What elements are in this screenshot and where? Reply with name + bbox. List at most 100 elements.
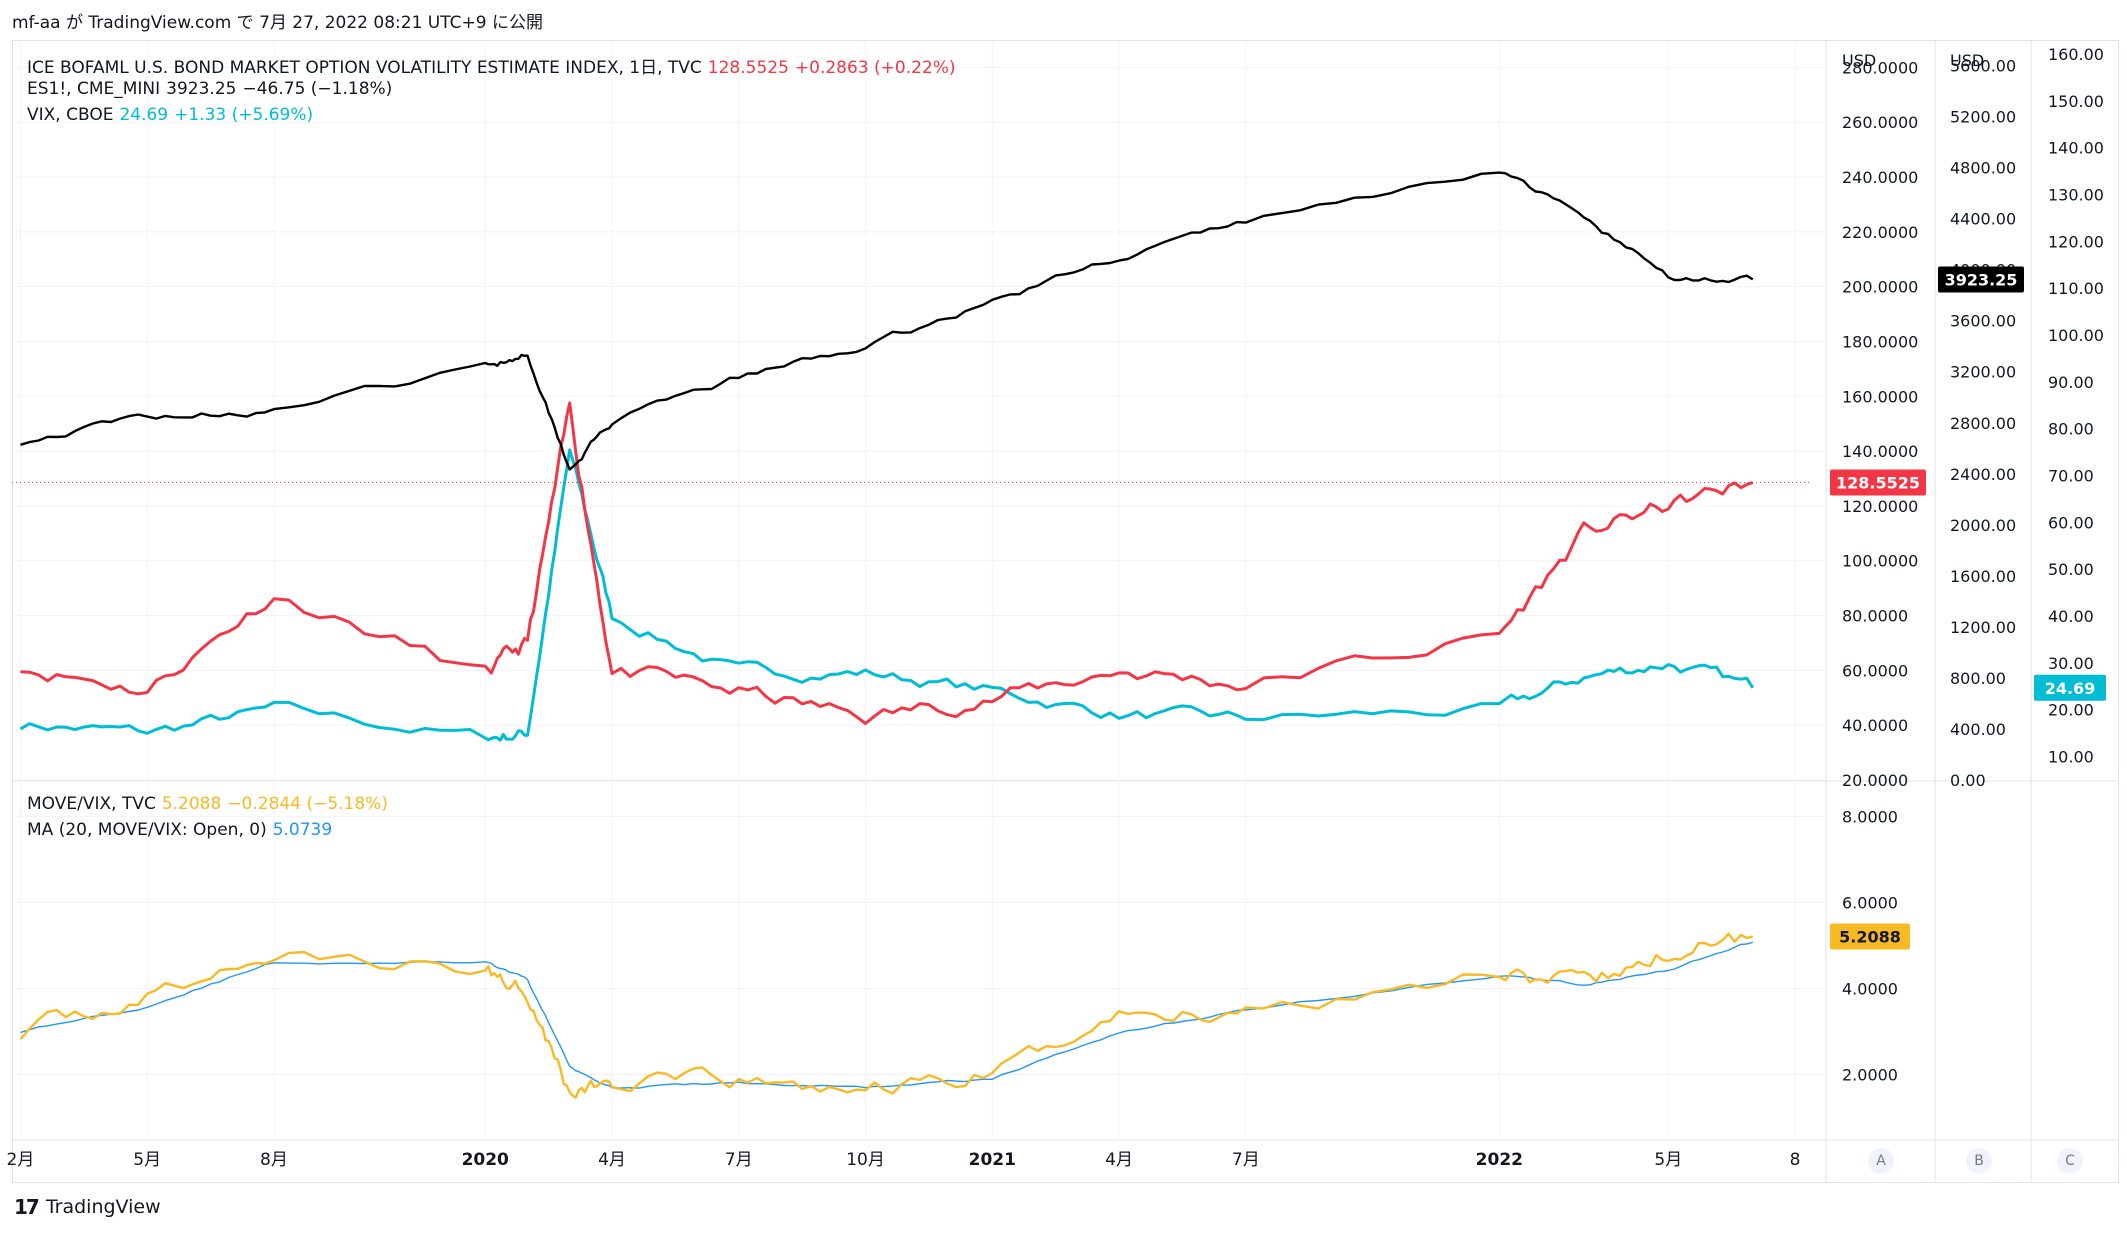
es-last-label-text: 3923.25 xyxy=(1945,270,2018,289)
legend-es-value: 3923.25 xyxy=(166,79,237,99)
scale-c-tick-label: 90.00 xyxy=(2048,373,2094,392)
price-scales: 280.0000 260.0000 240.0000 220.0000 200.0000… xyxy=(1842,45,2104,1084)
es-last-label: 3923.25 xyxy=(1938,266,2024,293)
vix-last-label-text: 24.69 xyxy=(2045,679,2096,698)
scale-c-tick-label: 140.00 xyxy=(2048,139,2104,158)
vix-last-label-bg xyxy=(2034,674,2106,701)
legend-es-change: −46.75 (−1.18%) xyxy=(242,79,393,99)
legend-move[interactable]: ICE BOFAML U.S. BOND MARKET OPTION VOLAT… xyxy=(27,53,962,78)
lower-scale-tick-label: 8.0000 xyxy=(1842,807,1898,826)
scale-c-tick-label: 30.00 xyxy=(2048,654,2094,673)
scale-c-tick-label: 40.00 xyxy=(2048,607,2094,626)
scale-b-tick-label: 5600.00 xyxy=(1950,57,2016,76)
scale-c-tick-label: 110.00 xyxy=(2048,279,2104,298)
scale-a-unit: USD xyxy=(1842,51,1877,70)
lower-scale-tick-label: 4.0000 xyxy=(1842,979,1898,998)
move-last-label-text: 128.5525 xyxy=(1836,473,1920,492)
lower-scale-tick-label: 6.0000 xyxy=(1842,893,1898,912)
move-last-label: 128.5525 xyxy=(1830,469,1926,496)
last-value-labels: 128.5525 3923.25 24.69 5.2088 xyxy=(1830,266,2106,950)
grid-lines xyxy=(12,40,1826,1139)
scale-b-tick-label: 3200.00 xyxy=(1950,363,2016,382)
time-tick-label: 5月 xyxy=(1654,1150,1682,1170)
series-lines xyxy=(12,171,1812,1099)
footer-brand: TradingView xyxy=(45,1196,161,1218)
legend-move-change: +0.2863 (+0.22%) xyxy=(794,58,956,78)
legend-ratio-value: 5.2088 xyxy=(161,794,222,814)
scale-a-tick-label: 100.0000 xyxy=(1842,552,1918,571)
time-tick-label: 7月 xyxy=(725,1150,753,1170)
time-tick-label: 2020 xyxy=(462,1150,509,1170)
legend-ratio[interactable]: MOVE/VIX, TVC 5.2088 −0.2844 (−5.18%) xyxy=(27,794,394,814)
scale-b-tick-label: 3600.00 xyxy=(1950,312,2016,331)
scale-b-unit: USD xyxy=(1950,51,1985,70)
scale-b-button[interactable]: B xyxy=(1966,1148,1992,1174)
es-last-label-bg xyxy=(1938,266,2024,293)
legend-move-value: 128.5525 xyxy=(707,58,789,78)
time-tick-label: 8 xyxy=(1790,1150,1801,1170)
scale-a-tick-label: 60.0000 xyxy=(1842,661,1908,680)
move-last-label-bg xyxy=(1830,469,1926,496)
scale-a-tick-label: 40.0000 xyxy=(1842,716,1908,735)
time-tick-label: 2021 xyxy=(969,1150,1016,1170)
scale-b-tick-label: 2000.00 xyxy=(1950,516,2016,535)
scale-b-tick-label: 0.00 xyxy=(1950,771,1986,790)
legend-vix-value: 24.69 xyxy=(119,105,169,125)
legend-ma-value: 5.0739 xyxy=(272,820,333,840)
scale-a-tick-label: 80.0000 xyxy=(1842,607,1908,626)
publish-info: mf-aa が TradingView.com で 7月 27, 2022 08… xyxy=(12,13,543,33)
vix-series-line xyxy=(19,448,1755,742)
chart-frame xyxy=(12,40,2119,1183)
ratio-last-label-text: 5.2088 xyxy=(1839,927,1901,946)
es-series-line xyxy=(20,171,1754,471)
scale-a-tick-label: 240.0000 xyxy=(1842,168,1918,187)
scale-a-tick-label: 120.0000 xyxy=(1842,497,1918,516)
scale-b-tick-label: 1600.00 xyxy=(1950,567,2016,586)
time-tick-label: 4月 xyxy=(1105,1150,1133,1170)
ratio-series-line xyxy=(19,932,1754,1099)
footer-logo[interactable]: 17 TradingView xyxy=(14,1195,161,1219)
legend-ratio-name: MOVE/VIX, TVC xyxy=(27,794,156,814)
time-tick-label: 2022 xyxy=(1476,1150,1523,1170)
scale-b-tick-label: 400.00 xyxy=(1950,720,2006,739)
time-tick-label: 8月 xyxy=(260,1150,288,1170)
scale-c-tick-label: 160.00 xyxy=(2048,45,2104,64)
scale-c-tick-label: 10.00 xyxy=(2048,748,2094,767)
scale-b-tick-label: 4400.00 xyxy=(1950,210,2016,229)
scale-a-button[interactable]: A xyxy=(1868,1148,1894,1174)
ratio-last-label: 5.2088 xyxy=(1830,923,1910,950)
legend-move-name: ICE BOFAML U.S. BOND MARKET OPTION VOLAT… xyxy=(27,58,702,78)
scale-c-tick-label: 120.00 xyxy=(2048,232,2104,251)
scale-b-tick-label: 1200.00 xyxy=(1950,618,2016,637)
tradingview-logo-icon: 17 xyxy=(14,1195,40,1219)
legend-vix-name: VIX, CBOE xyxy=(27,105,114,125)
scale-c-tick-label: 20.00 xyxy=(2048,701,2094,720)
scale-c-tick-label: 70.00 xyxy=(2048,467,2094,486)
scale-c-tick-label: 100.00 xyxy=(2048,326,2104,345)
ma-series-line xyxy=(20,941,1753,1089)
scale-b-tick-label: 4800.00 xyxy=(1950,159,2016,178)
time-tick-label: 2月 xyxy=(7,1150,35,1170)
scale-a-tick-label: 200.0000 xyxy=(1842,278,1918,297)
scale-c-button[interactable]: C xyxy=(2057,1148,2083,1174)
scale-a-tick-label: 280.0000 xyxy=(1842,58,1918,77)
time-tick-label: 7月 xyxy=(1232,1150,1260,1170)
scale-b-tick-label: 800.00 xyxy=(1950,669,2006,688)
scale-a-tick-label: 180.0000 xyxy=(1842,332,1918,351)
time-tick-label: 4月 xyxy=(598,1150,626,1170)
move-series-line xyxy=(20,401,1754,725)
scale-b-tick-label: 2800.00 xyxy=(1950,414,2016,433)
scale-a-tick-label: 160.0000 xyxy=(1842,387,1918,406)
vix-last-label: 24.69 xyxy=(2034,674,2106,701)
legend-vix[interactable]: VIX, CBOE 24.69 +1.33 (+5.69%) xyxy=(27,105,319,125)
legend-vix-change: +1.33 (+5.69%) xyxy=(174,105,314,125)
scale-b-tick-label: 2400.00 xyxy=(1950,465,2016,484)
scale-a-tick-label: 20.0000 xyxy=(1842,771,1908,790)
scale-a-tick-label: 260.0000 xyxy=(1842,113,1918,132)
ratio-last-label-bg xyxy=(1830,923,1910,950)
legend-ma-name: MA (20, MOVE/VIX: Open, 0) xyxy=(27,820,267,840)
scale-c-tick-label: 50.00 xyxy=(2048,560,2094,579)
legend-ma[interactable]: MA (20, MOVE/VIX: Open, 0) 5.0739 xyxy=(27,820,338,840)
legend-es[interactable]: ES1!, CME_MINI 3923.25 −46.75 (−1.18%) xyxy=(27,79,398,99)
